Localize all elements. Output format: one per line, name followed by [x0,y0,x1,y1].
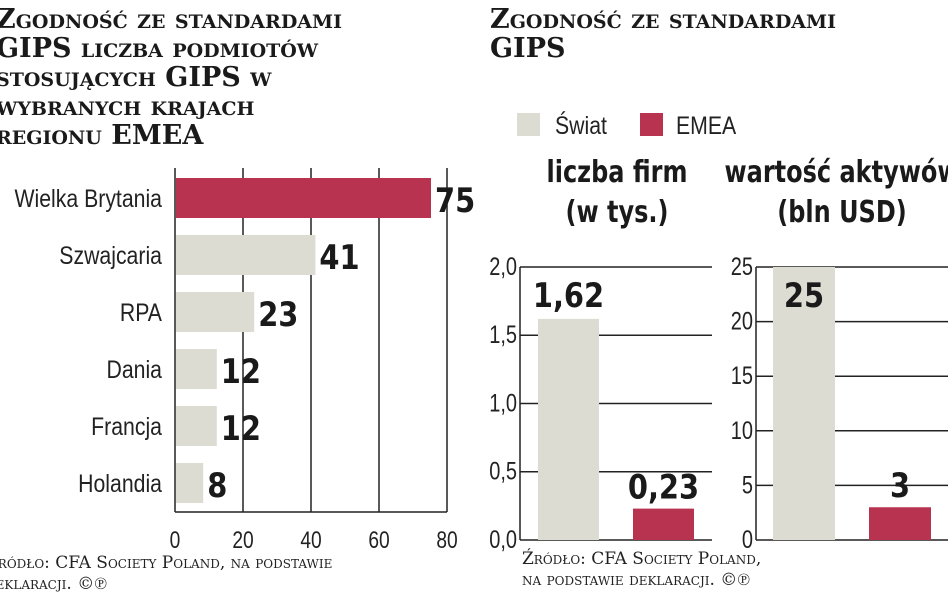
value-label: 75 [435,182,475,221]
x-tick-label: 60 [368,526,389,554]
category-label: Wielka Brytania [14,184,162,212]
panel-subtitle: (w tys.) [566,195,669,229]
left-title-line: Zgodność ze standardami [0,4,342,35]
bar [176,406,217,446]
panel-subtitle: (bln USD) [777,195,906,229]
source-note: deklaracji. ©℗ [0,574,107,593]
source-note: Źródło: CFA Society Poland, na podstawie [0,552,332,573]
value-label: 8 [207,467,227,506]
source-note: na podstawie deklaracji. ©℗ [522,570,750,590]
bar [176,178,431,218]
y-tick-label: 0 [742,526,753,554]
category-label: Szwajcaria [59,241,162,269]
bar [633,508,694,540]
y-tick-label: 5 [742,471,753,499]
bar [773,267,835,540]
category-label: Dania [107,355,163,383]
bar [538,318,599,540]
value-label: 41 [319,239,359,278]
value-label: 12 [221,410,261,449]
source-note: Źródło: CFA Society Poland, [522,548,761,569]
panel-subtitle: liczba firm [547,155,688,189]
y-tick-label: 2,0 [489,253,517,281]
value-label: 3 [890,467,910,506]
category-label: Holandia [78,469,162,497]
x-tick-label: 40 [300,526,321,554]
y-tick-label: 0,5 [489,458,517,486]
right-title-line: Zgodność ze standardami [490,4,836,35]
bar [176,463,204,503]
value-label: 25 [784,277,824,316]
category-label: RPA [120,298,163,326]
x-tick-label: 0 [170,526,181,554]
y-tick-label: 10 [731,417,753,445]
y-tick-label: 1,0 [489,389,517,417]
bar [176,292,255,332]
legend-label-world: Świat [555,110,607,139]
x-tick-label: 20 [232,526,253,554]
y-tick-label: 25 [731,253,753,281]
y-tick-label: 1,5 [489,321,517,349]
x-tick-label: 80 [436,526,457,554]
value-label: 23 [258,296,298,335]
bar [869,507,931,540]
legend-swatch-world [517,113,540,136]
panel-subtitle: wartość aktywów [724,155,948,189]
category-label: Francja [91,412,162,440]
y-tick-label: 15 [731,362,753,390]
bar [176,349,217,389]
left-title-line: wybranych krajach [0,91,254,122]
left-title-line: GIPS liczba podmiotów [0,33,319,64]
left-title-line: regionu EMEA [0,120,204,151]
y-tick-label: 20 [731,308,753,336]
value-label: 0,23 [628,468,699,507]
legend-label-emea: EMEA [676,111,737,139]
left-title-line: stosujących GIPS w [0,62,272,93]
y-tick-label: 0,0 [489,526,517,554]
value-label: 1,62 [533,277,604,316]
value-label: 12 [221,353,261,392]
right-title-line: GIPS [490,33,566,64]
legend-swatch-emea [640,113,663,136]
bar [176,235,316,275]
